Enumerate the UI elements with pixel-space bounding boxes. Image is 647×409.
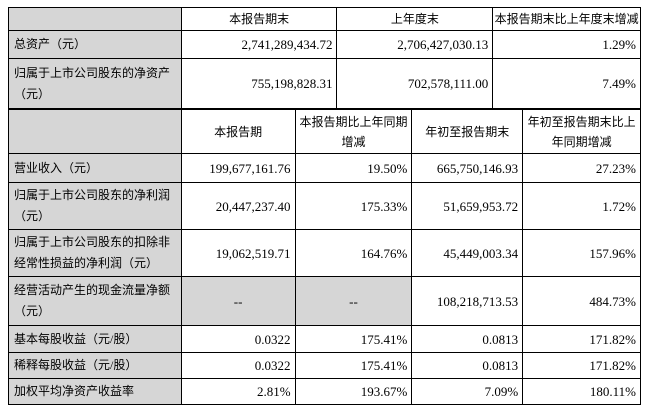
row-label-net-assets: 归属于上市公司股东的净资产（元） [8, 58, 182, 109]
period-end-table: 本报告期末 上年度末 本报告期末比上年度末增减 总资产（元） 2,741,289… [8, 7, 641, 109]
table-row: 基本每股收益（元/股） 0.0322 175.41% 0.0813 171.82… [8, 325, 641, 353]
value-cell: 7.49% [492, 58, 641, 109]
value-cell: 20,447,237.40 [180, 182, 296, 230]
value-cell-empty: -- [294, 276, 413, 326]
value-cell: 175.41% [294, 352, 413, 379]
row-label-operating-revenue: 营业收入（元） [8, 153, 182, 183]
corner-cell [8, 7, 182, 31]
value-cell: 175.41% [294, 325, 413, 353]
col-header-current-period: 本报告期 [180, 109, 296, 154]
table-row: 归属于上市公司股东的净资产（元） 755,198,828.31 702,578,… [8, 58, 641, 109]
value-cell: 1.72% [522, 182, 641, 230]
value-cell: 164.76% [294, 229, 413, 277]
value-cell: 171.82% [522, 325, 641, 353]
value-cell: 702,578,111.00 [336, 58, 494, 109]
row-label-diluted-eps: 稀释每股收益（元/股） [8, 352, 182, 379]
table-row: 营业收入（元） 199,677,161.76 19.50% 665,750,14… [8, 153, 641, 183]
value-cell-empty: -- [180, 276, 296, 326]
value-cell: 665,750,146.93 [411, 153, 524, 183]
value-cell: 755,198,828.31 [180, 58, 338, 109]
value-cell: 19,062,519.71 [180, 229, 296, 277]
value-cell: 7.09% [411, 378, 524, 405]
table-row: 归属于上市公司股东的净利润（元） 20,447,237.40 175.33% 5… [8, 182, 641, 230]
value-cell: 175.33% [294, 182, 413, 230]
value-cell: 2.81% [180, 378, 296, 405]
value-cell: 180.11% [522, 378, 641, 405]
table-row: 本报告期末 上年度末 本报告期末比上年度末增减 [8, 7, 641, 31]
col-header-year-to-date: 年初至报告期末 [411, 109, 524, 154]
table-row: 本报告期 本报告期比上年同期增减 年初至报告期末 年初至报告期末比上年同期增减 [8, 109, 641, 154]
value-cell: 171.82% [522, 352, 641, 379]
value-cell: 199,677,161.76 [180, 153, 296, 183]
col-header-change-vs-same-period: 本报告期比上年同期增减 [294, 109, 413, 154]
col-header-current-period-end: 本报告期末 [180, 7, 338, 31]
row-label-weighted-avg-roe: 加权平均净资产收益率 [8, 378, 182, 405]
corner-cell [8, 109, 182, 154]
value-cell: 193.67% [294, 378, 413, 405]
value-cell: 51,659,953.72 [411, 182, 524, 230]
table-row: 总资产（元） 2,741,289,434.72 2,706,427,030.13… [8, 30, 641, 59]
row-label-basic-eps: 基本每股收益（元/股） [8, 325, 182, 353]
value-cell: 0.0813 [411, 352, 524, 379]
value-cell: 19.50% [294, 153, 413, 183]
table-row: 稀释每股收益（元/股） 0.0322 175.41% 0.0813 171.82… [8, 352, 641, 379]
value-cell: 0.0322 [180, 325, 296, 353]
reporting-period-table: 本报告期 本报告期比上年同期增减 年初至报告期末 年初至报告期末比上年同期增减 … [8, 109, 641, 405]
col-header-ytd-change: 年初至报告期末比上年同期增减 [522, 109, 641, 154]
table-row: 加权平均净资产收益率 2.81% 193.67% 7.09% 180.11% [8, 378, 641, 405]
row-label-total-assets: 总资产（元） [8, 30, 182, 59]
row-label-net-profit: 归属于上市公司股东的净利润（元） [8, 182, 182, 230]
value-cell: 0.0322 [180, 352, 296, 379]
table-row: 归属于上市公司股东的扣除非经常性损益的净利润（元） 19,062,519.71 … [8, 229, 641, 277]
row-label-net-profit-excl-non-recurring: 归属于上市公司股东的扣除非经常性损益的净利润（元） [8, 229, 182, 277]
value-cell: 2,741,289,434.72 [180, 30, 338, 59]
value-cell: 157.96% [522, 229, 641, 277]
value-cell: 108,218,713.53 [411, 276, 524, 326]
row-label-operating-cash-flow: 经营活动产生的现金流量净额（元） [8, 276, 182, 326]
value-cell: 2,706,427,030.13 [336, 30, 494, 59]
value-cell: 45,449,003.34 [411, 229, 524, 277]
value-cell: 0.0813 [411, 325, 524, 353]
value-cell: 484.73% [522, 276, 641, 326]
col-header-change-vs-prior-year-end: 本报告期末比上年度末增减 [492, 7, 641, 31]
value-cell: 27.23% [522, 153, 641, 183]
col-header-prior-year-end: 上年度末 [336, 7, 494, 31]
table-row: 经营活动产生的现金流量净额（元） -- -- 108,218,713.53 48… [8, 276, 641, 326]
value-cell: 1.29% [492, 30, 641, 59]
